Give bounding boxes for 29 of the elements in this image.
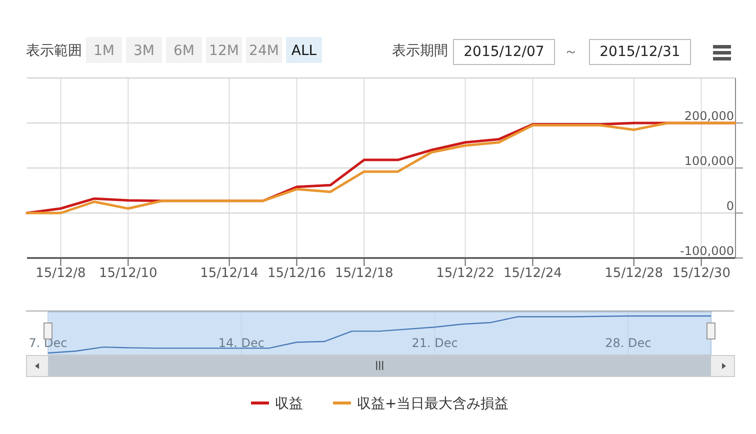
x-tick-label: 15/12/24 [504, 266, 562, 281]
legend-label: 収益+当日最大含み損益 [357, 396, 509, 412]
x-tick-label: 21. Dec [412, 336, 458, 350]
button: 3M [126, 37, 162, 63]
x-tick-label: 15/12/8 [36, 266, 86, 281]
x-tick-label: 28. Dec [605, 336, 652, 350]
button: 6M [166, 37, 202, 63]
date-field: 2015/12/07 [453, 39, 555, 65]
x-tick-label: 15/12/22 [436, 266, 494, 281]
y-tick-label: -100,000 [680, 244, 734, 258]
y-tick-label: 0 [726, 199, 734, 213]
button: 1M [86, 37, 122, 63]
date-field: 2015/12/31 [589, 39, 691, 65]
text: 表示範囲 [26, 43, 82, 59]
x-tick-label: 14. Dec [218, 336, 264, 350]
y-tick-label: 200,000 [684, 109, 734, 123]
x-tick-label: 15/12/28 [604, 266, 664, 281]
x-tick-label: 15/12/18 [334, 266, 394, 281]
button: 24M [246, 37, 282, 63]
button: ALL [286, 37, 322, 63]
x-tick-label: 15/12/14 [200, 266, 258, 281]
x-tick-label: 15/12/16 [268, 266, 326, 281]
button: 12M [206, 37, 242, 63]
text: 表示期間 [392, 43, 448, 59]
y-tick-label: 100,000 [684, 154, 734, 168]
text: ～ [564, 44, 578, 60]
legend-label: 収益 [275, 396, 303, 412]
x-tick-label: 15/12/10 [98, 266, 158, 281]
x-tick-label: 15/12/30 [672, 266, 730, 281]
